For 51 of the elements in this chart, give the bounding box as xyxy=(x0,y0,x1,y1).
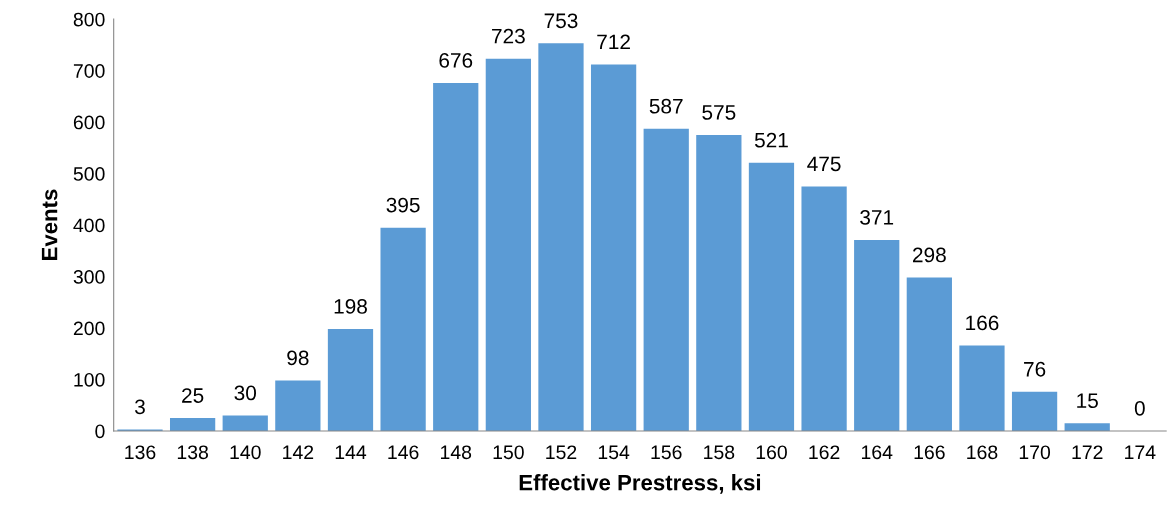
data-label: 25 xyxy=(182,388,204,403)
x-tick-label: 172 xyxy=(1072,445,1103,459)
x-tick-label: 170 xyxy=(1019,445,1051,460)
y-tick-label: 0 xyxy=(95,424,105,439)
y-tick-label: 600 xyxy=(73,115,105,130)
data-label: 475 xyxy=(807,156,841,172)
x-tick-label: 136 xyxy=(125,445,156,460)
data-label: 15 xyxy=(1077,393,1098,409)
x-tick-label: 166 xyxy=(914,445,945,460)
data-label: 521 xyxy=(754,132,788,148)
data-label: 98 xyxy=(287,350,309,366)
y-tick-label: 500 xyxy=(73,167,105,181)
x-tick-label: 162 xyxy=(809,445,840,460)
x-tick-label: 138 xyxy=(177,445,208,460)
data-label: 76 xyxy=(1024,361,1046,377)
y-tick-label: 700 xyxy=(73,64,105,78)
x-tick-label: 146 xyxy=(388,445,419,460)
y-tick-label: 300 xyxy=(73,270,105,284)
data-label: 395 xyxy=(386,197,420,213)
x-tick-label: 174 xyxy=(1125,445,1156,459)
y-tick-label: 400 xyxy=(73,218,105,233)
data-label: 3 xyxy=(135,399,145,415)
y-tick-label: 100 xyxy=(74,372,105,387)
x-tick-label: 164 xyxy=(861,445,893,460)
x-tick-label: 150 xyxy=(493,445,524,460)
x-tick-label: 168 xyxy=(967,445,998,460)
data-label: 166 xyxy=(966,315,999,331)
data-label: 587 xyxy=(649,98,683,114)
x-tick-label: 148 xyxy=(441,445,472,460)
data-label: 298 xyxy=(913,247,946,263)
data-label: 198 xyxy=(334,299,367,314)
data-label: 723 xyxy=(492,28,525,44)
data-label: 753 xyxy=(544,13,578,29)
x-axis-title: Effective Prestress, ksi xyxy=(519,474,761,494)
data-label: 676 xyxy=(439,53,473,68)
data-label: 371 xyxy=(860,210,894,225)
y-tick-label: 800 xyxy=(73,12,105,27)
data-label: 712 xyxy=(597,34,630,50)
data-label: 30 xyxy=(234,385,257,401)
x-tick-label: 142 xyxy=(283,445,314,459)
x-tick-label: 152 xyxy=(546,445,577,460)
x-tick-label: 160 xyxy=(756,445,787,460)
x-tick-label: 156 xyxy=(651,445,682,460)
y-axis-title: Events xyxy=(41,189,58,261)
x-tick-label: 140 xyxy=(230,445,261,460)
x-tick-label: 144 xyxy=(335,445,367,459)
x-tick-label: 154 xyxy=(598,445,630,460)
x-tick-label: 158 xyxy=(704,445,735,460)
data-label: 0 xyxy=(1134,400,1145,416)
y-tick-label: 200 xyxy=(73,321,105,336)
data-label: 575 xyxy=(702,105,736,120)
